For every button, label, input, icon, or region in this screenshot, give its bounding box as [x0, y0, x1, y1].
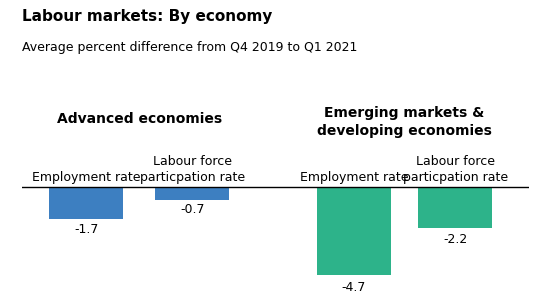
Text: Labour force
particpation rate: Labour force particpation rate	[140, 155, 245, 184]
Text: Labour force
particpation rate: Labour force particpation rate	[403, 155, 508, 184]
Text: -0.7: -0.7	[180, 203, 205, 216]
Text: Employment rate: Employment rate	[32, 171, 140, 184]
Bar	[49, 186, 123, 219]
Text: -1.7: -1.7	[74, 223, 98, 237]
Text: -2.2: -2.2	[443, 233, 468, 246]
Text: Advanced economies: Advanced economies	[57, 112, 222, 126]
Bar	[317, 186, 391, 275]
Text: Employment rate: Employment rate	[300, 171, 408, 184]
Bar	[156, 186, 230, 200]
Text: Labour markets: By economy: Labour markets: By economy	[22, 9, 272, 24]
Bar	[418, 186, 492, 228]
Text: Emerging markets &
developing economies: Emerging markets & developing economies	[317, 106, 492, 138]
Text: -4.7: -4.7	[342, 281, 366, 294]
Text: Average percent difference from Q4 2019 to Q1 2021: Average percent difference from Q4 2019 …	[22, 41, 357, 54]
